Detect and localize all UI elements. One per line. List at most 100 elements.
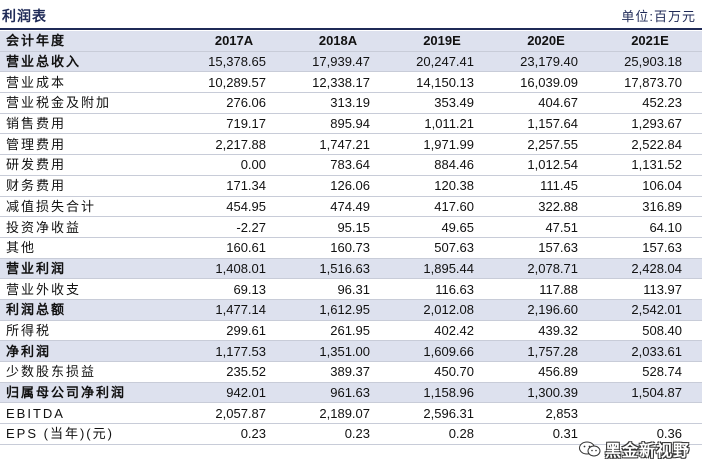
value-cell: 1,012.54 — [494, 154, 598, 176]
value-cell: 452.23 — [598, 92, 702, 114]
table-row: 减值损失合计 454.95 474.49 417.60 322.88 316.89 — [0, 196, 702, 218]
table-row: 营业利润 1,408.01 1,516.63 1,895.44 2,078.71 2,42… — [0, 258, 702, 280]
value-cell: 1,609.66 — [390, 340, 494, 362]
value-cell: 64.10 — [598, 216, 702, 238]
value-cell: 454.95 — [182, 196, 286, 218]
value-cell: 0.28 — [390, 423, 494, 445]
table-row: 归属母公司净利润 942.01 961.63 1,158.96 1,300.39 1,50… — [0, 382, 702, 404]
row-label: 少数股东损益 — [0, 361, 182, 383]
header-cell: 会计年度 — [0, 31, 182, 52]
row-label: 所得税 — [0, 320, 182, 342]
value-cell: 23,179.40 — [494, 51, 598, 73]
row-label: 投资净收益 — [0, 216, 182, 238]
value-cell: 16,039.09 — [494, 71, 598, 94]
value-cell: 20,247.41 — [390, 51, 494, 73]
value-cell: 160.73 — [286, 237, 390, 259]
value-cell: 316.89 — [598, 196, 702, 218]
report-header: 利润表 单位:百万元 — [0, 0, 702, 30]
value-cell: 276.06 — [182, 92, 286, 114]
header-cell: 2018A — [286, 31, 390, 52]
value-cell: 96.31 — [286, 278, 390, 300]
value-cell: 783.64 — [286, 154, 390, 176]
value-cell: 261.95 — [286, 320, 390, 342]
table-title: 利润表 — [2, 8, 47, 24]
value-cell: 1,504.87 — [598, 382, 702, 404]
value-cell: 69.13 — [182, 278, 286, 300]
table-row: 所得税 299.61 261.95 402.42 439.32 508.40 — [0, 320, 702, 342]
value-cell: 942.01 — [182, 382, 286, 404]
value-cell: 299.61 — [182, 320, 286, 342]
row-label: 销售费用 — [0, 113, 182, 135]
value-cell: 2,033.61 — [598, 340, 702, 362]
value-cell: 2,196.60 — [494, 299, 598, 321]
row-label: 营业利润 — [0, 258, 182, 280]
value-cell: 1,131.52 — [598, 154, 702, 176]
table-row: 财务费用 171.34 126.06 120.38 111.45 106.04 — [0, 175, 702, 197]
value-cell: 439.32 — [494, 320, 598, 342]
value-cell: 474.49 — [286, 196, 390, 218]
value-cell: 2,078.71 — [494, 258, 598, 280]
table-row: 利润总额 1,477.14 1,612.95 2,012.08 2,196.60 2,54… — [0, 299, 702, 321]
header-cell: 2020E — [494, 31, 598, 52]
row-label: 营业外收支 — [0, 278, 182, 300]
value-cell: 15,378.65 — [182, 51, 286, 73]
value-cell: 0.36 — [598, 423, 702, 445]
value-cell: 2,522.84 — [598, 133, 702, 156]
value-cell: 1,516.63 — [286, 258, 390, 280]
value-cell: 95.15 — [286, 216, 390, 238]
value-cell: 117.88 — [494, 278, 598, 300]
value-cell: 1,895.44 — [390, 258, 494, 280]
row-label: 财务费用 — [0, 175, 182, 197]
value-cell — [598, 402, 702, 425]
table-row: 管理费用 2,217.88 1,747.21 1,971.99 2,257.55 2,52… — [0, 133, 702, 156]
value-cell: 235.52 — [182, 361, 286, 383]
value-cell: 450.70 — [390, 361, 494, 383]
value-cell: 456.89 — [494, 361, 598, 383]
table-row: 营业成本 10,289.57 12,338.17 14,150.13 16,039.09… — [0, 71, 702, 94]
header-cell: 2019E — [390, 31, 494, 52]
table-row: 营业外收支 69.13 96.31 116.63 117.88 113.97 — [0, 278, 702, 300]
value-cell: 14,150.13 — [390, 71, 494, 94]
value-cell: 160.61 — [182, 237, 286, 259]
value-cell: 17,873.70 — [598, 71, 702, 94]
row-label: 营业成本 — [0, 71, 182, 94]
value-cell: 2,012.08 — [390, 299, 494, 321]
value-cell: 2,257.55 — [494, 133, 598, 156]
table-row: 营业税金及附加 276.06 313.19 353.49 404.67 452.23 — [0, 92, 702, 114]
value-cell: 157.63 — [598, 237, 702, 259]
value-cell: 12,338.17 — [286, 71, 390, 94]
table-body: 营业总收入 15,378.65 17,939.47 20,247.41 23,179.4… — [0, 51, 702, 445]
table-row: 其他 160.61 160.73 507.63 157.63 157.63 — [0, 237, 702, 259]
value-cell: 417.60 — [390, 196, 494, 218]
value-cell: 2,596.31 — [390, 402, 494, 425]
value-cell: 1,477.14 — [182, 299, 286, 321]
value-cell: 157.63 — [494, 237, 598, 259]
value-cell: 126.06 — [286, 175, 390, 197]
value-cell: 1,177.53 — [182, 340, 286, 362]
value-cell: -2.27 — [182, 216, 286, 238]
value-cell: 507.63 — [390, 237, 494, 259]
value-cell: 2,428.04 — [598, 258, 702, 280]
value-cell: 1,293.67 — [598, 113, 702, 135]
value-cell: 528.74 — [598, 361, 702, 383]
value-cell: 2,217.88 — [182, 133, 286, 156]
row-label: 管理费用 — [0, 133, 182, 156]
value-cell: 49.65 — [390, 216, 494, 238]
value-cell: 0.00 — [182, 154, 286, 176]
value-cell: 1,757.28 — [494, 340, 598, 362]
value-cell: 2,853 — [494, 402, 598, 425]
row-label: 其他 — [0, 237, 182, 259]
table-header-row: 会计年度 2017A 2018A 2019E 2020E 2021E — [0, 31, 702, 52]
table-row: 营业总收入 15,378.65 17,939.47 20,247.41 23,179.4… — [0, 51, 702, 73]
value-cell: 171.34 — [182, 175, 286, 197]
value-cell: 1,971.99 — [390, 133, 494, 156]
value-cell: 353.49 — [390, 92, 494, 114]
value-cell: 1,011.21 — [390, 113, 494, 135]
value-cell: 0.23 — [182, 423, 286, 445]
income-statement-table: 会计年度 2017A 2018A 2019E 2020E 2021E 营业总收入… — [0, 31, 702, 445]
table-row: EBITDA 2,057.87 2,189.07 2,596.31 2,853 — [0, 402, 702, 425]
value-cell: 389.37 — [286, 361, 390, 383]
value-cell: 113.97 — [598, 278, 702, 300]
value-cell: 0.31 — [494, 423, 598, 445]
value-cell: 1,300.39 — [494, 382, 598, 404]
